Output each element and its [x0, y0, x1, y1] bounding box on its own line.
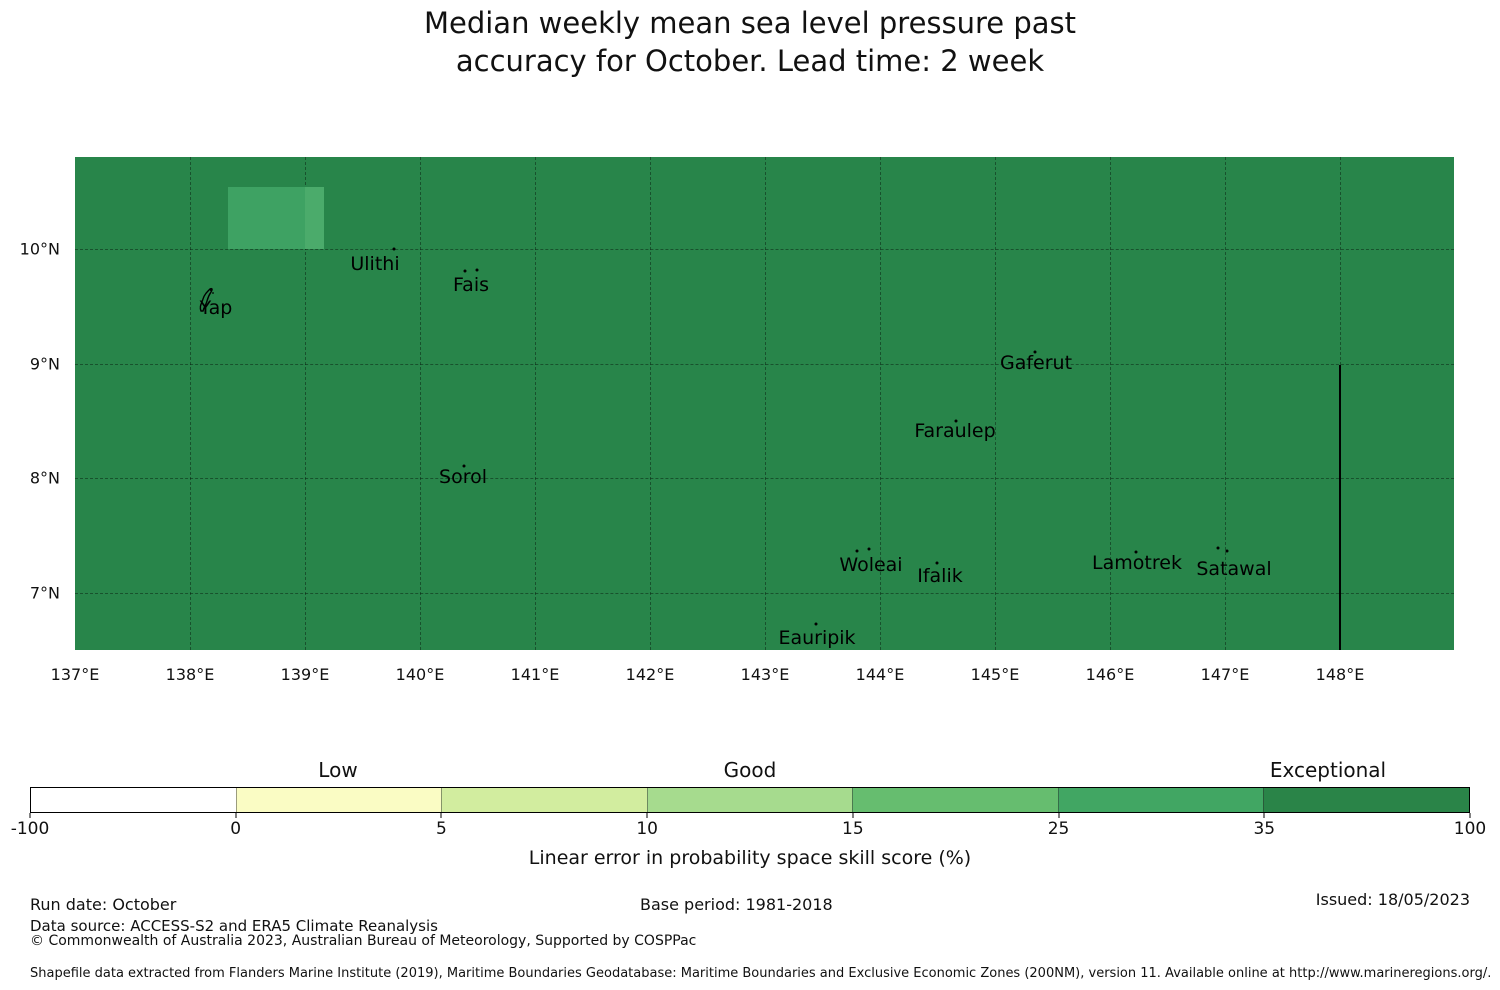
- x-tick-label: 145°E: [970, 665, 1020, 684]
- colorbar-axis-label: Linear error in probability space skill …: [528, 847, 972, 869]
- colorbar-segment: [235, 788, 442, 812]
- island-label: Woleai: [839, 554, 903, 576]
- x-tick-label: 139°E: [280, 665, 330, 684]
- map-gridline-vertical: [190, 157, 191, 650]
- map-gridline-vertical: [1225, 157, 1226, 650]
- map-gridline-vertical: [995, 157, 996, 650]
- island-marker-dot: [463, 269, 467, 273]
- x-tick-label: 138°E: [165, 665, 215, 684]
- x-tick-label: 147°E: [1200, 665, 1250, 684]
- x-tick-label: 144°E: [855, 665, 905, 684]
- colorbar-category-labels: Low Good Exceptional: [0, 758, 1500, 784]
- island-marker-dot: [935, 561, 939, 565]
- map-gridline-horizontal: [75, 364, 1454, 365]
- island-label: Eauripik: [778, 627, 856, 649]
- eez-boundary-line: [1339, 365, 1341, 650]
- colorbar-segment: [1263, 788, 1470, 812]
- x-tick-label: 137°E: [50, 665, 100, 684]
- colorbar-tick-mark: [646, 813, 648, 818]
- x-tick-label: 146°E: [1085, 665, 1135, 684]
- x-tick-label: 140°E: [395, 665, 445, 684]
- island-label: Faraulep: [914, 420, 996, 442]
- island-marker-dot: [1033, 350, 1037, 354]
- map-gridline-horizontal: [75, 478, 1454, 479]
- chart-title: Median weekly mean sea level pressure pa…: [0, 4, 1500, 80]
- map-gridline-vertical: [650, 157, 651, 650]
- colorbar-tick-mark: [440, 813, 442, 818]
- x-tick-label: 141°E: [510, 665, 560, 684]
- island-marker-dot: [814, 622, 818, 626]
- colorbar-tick-label: 35: [1253, 819, 1276, 839]
- skill-grid-cell: [305, 187, 324, 249]
- map-gridline-vertical: [765, 157, 766, 650]
- colorbar-tick-label: 100: [1453, 819, 1487, 839]
- colorbar-segment: [1057, 788, 1264, 812]
- island-marker-dot: [462, 464, 466, 468]
- colorbar-tick-mark: [1469, 813, 1471, 818]
- map-gridline-horizontal: [75, 249, 1454, 250]
- yap-island-outline-icon: [198, 287, 216, 317]
- colorbar-tick-mark: [29, 813, 31, 818]
- footer-copyright: © Commonwealth of Australia 2023, Austra…: [30, 933, 697, 949]
- x-tick-label: 148°E: [1315, 665, 1365, 684]
- island-label: Sorol: [439, 466, 487, 488]
- colorbar-category-label: Good: [723, 758, 777, 782]
- colorbar-category-label: Exceptional: [1269, 758, 1387, 782]
- island-marker-dot: [1216, 546, 1220, 550]
- footer-data-source: Data source: ACCESS-S2 and ERA5 Climate …: [30, 917, 438, 935]
- footer-shapefile-note: Shapefile data extracted from Flanders M…: [30, 966, 1492, 981]
- colorbar-tick-label: 0: [230, 819, 242, 839]
- map-gridline-vertical: [420, 157, 421, 650]
- island-label: Yap: [199, 297, 233, 319]
- map-gridline-horizontal: [75, 593, 1454, 594]
- colorbar-segment: [441, 788, 647, 812]
- x-tick-label: 143°E: [740, 665, 790, 684]
- footer-base-period: Base period: 1981-2018: [640, 895, 833, 914]
- colorbar-category-label: Low: [318, 758, 358, 782]
- colorbar-tick-label: -100: [10, 819, 50, 839]
- colorbar-tick-mark: [1058, 813, 1060, 818]
- colorbar-tick-mark: [235, 813, 237, 818]
- footer-issued: Issued: 18/05/2023: [1315, 890, 1470, 909]
- skill-grid-cell: [228, 187, 305, 249]
- island-marker-dot: [1134, 550, 1138, 554]
- island-marker-dot: [954, 419, 958, 423]
- chart-title-line1: Median weekly mean sea level pressure pa…: [423, 6, 1077, 40]
- y-tick-label: 9°N: [29, 354, 60, 374]
- map-gridline-vertical: [1110, 157, 1111, 650]
- island-marker-dot: [1225, 549, 1229, 553]
- colorbar: [30, 787, 1470, 813]
- colorbar-ticks: -100 0 5 10 15 25 35 100: [11, 813, 1486, 843]
- colorbar-tick-label: 25: [1047, 819, 1070, 839]
- island-label: Fais: [452, 274, 490, 296]
- island-marker-dot: [475, 268, 479, 272]
- x-tick-label: 142°E: [625, 665, 675, 684]
- chart-title-line2: accuracy for October. Lead time: 2 week: [455, 44, 1045, 78]
- island-marker-dot: [392, 247, 396, 251]
- island-label: Gaferut: [999, 352, 1073, 374]
- y-tick-label: 10°N: [19, 239, 60, 259]
- island-marker-dot: [855, 549, 859, 553]
- y-tick-label: 7°N: [29, 583, 60, 603]
- colorbar-tick-label: 5: [436, 819, 447, 839]
- map-gridline-vertical: [535, 157, 536, 650]
- colorbar-segment: [31, 788, 236, 812]
- colorbar-segment: [646, 788, 853, 812]
- island-marker-dot: [867, 547, 871, 551]
- colorbar-tick-label: 15: [842, 819, 864, 839]
- island-label: Satawal: [1196, 558, 1272, 580]
- island-label: Ulithi: [350, 253, 400, 275]
- map-gridline-vertical: [880, 157, 881, 650]
- island-label: Ifalik: [917, 565, 963, 587]
- colorbar-tick-mark: [1263, 813, 1265, 818]
- footer-run-date: Run date: October: [30, 895, 177, 914]
- colorbar-segment: [852, 788, 1058, 812]
- map-gridline-vertical: [305, 157, 306, 650]
- colorbar-tick-mark: [852, 813, 854, 818]
- island-label: Lamotrek: [1092, 552, 1182, 574]
- colorbar-tick-label: 10: [636, 819, 658, 839]
- map-area: Yap Ulithi Fais Gaferut Faraulep Sorol Woleai I…: [75, 157, 1454, 650]
- y-tick-label: 8°N: [29, 468, 60, 488]
